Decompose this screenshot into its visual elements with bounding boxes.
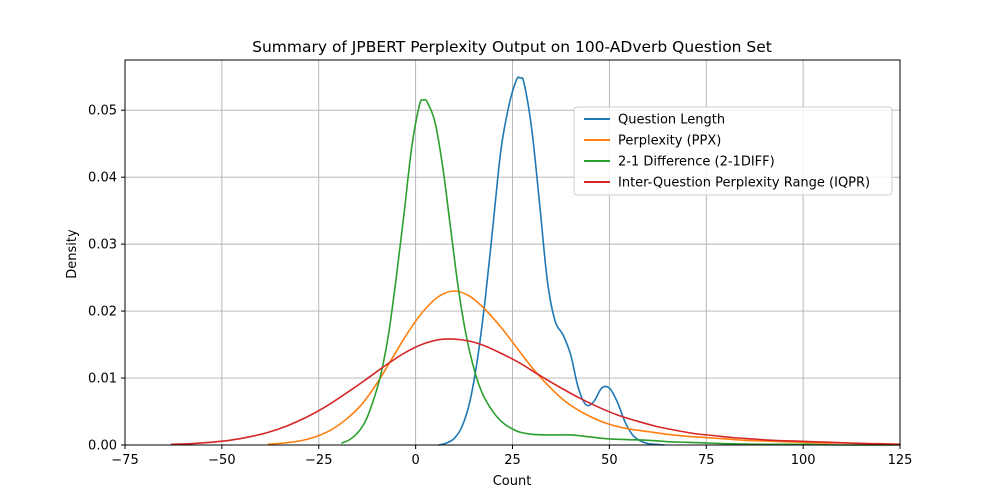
- x-tick-label-7: 100: [791, 453, 816, 468]
- series-line-3: [170, 338, 901, 446]
- x-tick-label-5: 50: [601, 453, 618, 468]
- series-line-1: [267, 290, 901, 446]
- legend: Question Length Perplexity (PPX) 2-1 Diffe…: [573, 106, 893, 196]
- x-tick-label-3: 0: [411, 453, 419, 468]
- y-tick-label-3: 0.03: [88, 238, 117, 253]
- y-tick-label-1: 0.01: [88, 372, 117, 387]
- series-lines: [170, 76, 901, 446]
- axes: −75 −50 −25 0 25 50 75 100 125 0.00 0.01 0.02 0.03 0.…: [88, 59, 913, 468]
- x-tick-label-0: −75: [111, 453, 138, 468]
- y-axis-label: Density: [65, 229, 80, 279]
- y-tick-label-2: 0.02: [88, 305, 117, 320]
- legend-label-0: Question Length: [618, 113, 725, 128]
- series-line-0: [438, 76, 665, 446]
- legend-box: [573, 106, 893, 196]
- series-line-2: [341, 98, 901, 446]
- x-tick-label-8: 125: [888, 453, 913, 468]
- x-tick-label-4: 25: [504, 453, 521, 468]
- legend-label-3: Inter-Question Perplexity Range (IQPR): [618, 176, 870, 191]
- x-tick-label-6: 75: [698, 453, 715, 468]
- x-tick-label-1: −50: [208, 453, 235, 468]
- y-tick-label-0: 0.00: [88, 439, 117, 454]
- legend-label-2: 2-1 Difference (2-1DIFF): [618, 155, 775, 170]
- x-axis-label: Count: [493, 474, 532, 489]
- y-tick-label-4: 0.04: [88, 171, 117, 186]
- legend-label-1: Perplexity (PPX): [618, 134, 721, 149]
- x-tick-label-2: −25: [305, 453, 332, 468]
- y-tick-label-5: 0.05: [88, 104, 117, 119]
- chart-title: Summary of JPBERT Perplexity Output on 1…: [252, 38, 772, 56]
